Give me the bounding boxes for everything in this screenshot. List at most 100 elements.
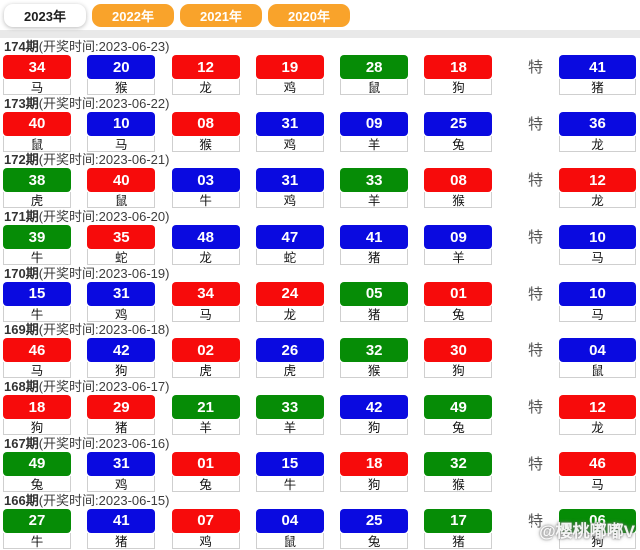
number-cell: 46 马 — [3, 338, 71, 379]
zodiac-label: 鸡 — [255, 192, 324, 209]
special-marker: 特 — [527, 115, 543, 133]
zodiac-label: 牛 — [3, 305, 71, 322]
special-marker: 特 — [527, 512, 543, 530]
draw-row-header: 168期(开奖时间:2023-06-17) — [0, 379, 640, 395]
zodiac-label: 兔 — [424, 305, 493, 322]
draw-row: 168期(开奖时间:2023-06-17) 18 狗 29 猪 21 羊 33 羊 42 狗 49 兔特… — [0, 379, 640, 436]
number-cell: 21 羊 — [171, 395, 240, 436]
tab-year-2023[interactable]: 2023年 — [4, 3, 86, 27]
zodiac-label: 鸡 — [87, 305, 156, 322]
year-tab-bar: 2023年 2022年 2021年 2020年 — [0, 0, 640, 30]
number-ball: 20 — [87, 55, 156, 79]
number-ball: 40 — [3, 111, 71, 136]
draw-time: (开奖时间:2023-06-20) — [38, 209, 170, 225]
number-cell: 02 虎 — [171, 338, 240, 379]
zodiac-label: 龙 — [255, 305, 324, 322]
number-ball: 24 — [255, 281, 324, 306]
draw-row: 172期(开奖时间:2023-06-21) 38 虎 40 鼠 03 牛 31 鸡 33 羊 08 猴 特… — [0, 152, 640, 209]
number-cell: 09 羊 — [424, 225, 493, 266]
zodiac-label: 猴 — [87, 79, 156, 95]
number-ball: 47 — [255, 225, 324, 250]
number-cells: 40 鼠 10 马 08 猴 31 鸡 09 羊 25 兔 特 36 龙 — [0, 111, 640, 152]
number-ball: 08 — [424, 168, 493, 193]
number-ball: 38 — [3, 168, 71, 193]
number-cell: 18 狗 — [340, 451, 409, 492]
zodiac-label: 狗 — [87, 362, 156, 379]
zodiac-label: 鸡 — [255, 79, 324, 95]
number-cell: 19 鸡 — [255, 55, 324, 95]
number-cell: 08 猴 — [424, 168, 493, 209]
number-cell: 28 鼠 — [340, 55, 409, 95]
special-marker: 特 — [527, 399, 543, 417]
number-cell: 31 鸡 — [87, 451, 156, 492]
special-number-cell: 04 鼠 — [559, 338, 636, 379]
number-ball: 01 — [424, 281, 493, 306]
number-cells: 49 兔 31 鸡 01 兔 15 牛 18 狗 32 猴特 46 马 — [0, 451, 640, 492]
number-ball: 48 — [171, 225, 240, 250]
number-ball: 35 — [87, 225, 156, 250]
number-ball: 25 — [424, 111, 493, 136]
special-marker: 特 — [527, 172, 543, 190]
draw-time: (开奖时间:2023-06-19) — [38, 265, 170, 281]
number-ball: 42 — [87, 338, 156, 363]
draw-row-header: 170期(开奖时间:2023-06-19) — [0, 266, 640, 282]
number-cell: 42 狗 — [340, 395, 409, 436]
number-ball: 32 — [424, 451, 493, 476]
draw-row: 166期(开奖时间:2023-06-15) 27 牛 41 猪 07 鸡 04 鼠 25 兔 17 猪特… — [0, 493, 640, 550]
draw-time: (开奖时间:2023-06-16) — [38, 435, 170, 451]
number-ball: 31 — [255, 111, 324, 136]
number-ball: 46 — [3, 338, 71, 363]
number-ball: 10 — [87, 111, 156, 136]
number-ball: 39 — [3, 225, 71, 250]
number-cell: 40 鼠 — [87, 168, 156, 209]
number-cell: 07 鸡 — [171, 508, 240, 549]
number-cell: 18 狗 — [3, 395, 71, 436]
zodiac-label: 龙 — [559, 192, 636, 209]
zodiac-label: 狗 — [559, 532, 636, 549]
number-cell: 32 猴 — [340, 338, 409, 379]
draw-time: (开奖时间:2023-06-18) — [38, 322, 170, 338]
number-cell: 17 猪 — [424, 508, 493, 549]
number-cell: 08 猴 — [171, 111, 240, 152]
number-cell: 34 马 — [3, 55, 71, 95]
number-cell: 34 马 — [171, 281, 240, 322]
number-cells: 34 马 20 猴 12 龙 19 鸡 28 鼠 18 狗 特 41 猪 — [0, 55, 640, 95]
number-ball: 34 — [171, 281, 240, 306]
zodiac-label: 猪 — [424, 532, 493, 549]
zodiac-label: 鸡 — [255, 135, 324, 152]
period-number: 172期 — [4, 152, 39, 168]
number-ball: 10 — [559, 281, 636, 306]
zodiac-label: 羊 — [171, 419, 240, 436]
draw-row: 169期(开奖时间:2023-06-18) 46 马 42 狗 02 虎 26 虎 32 猴 30 狗特… — [0, 322, 640, 379]
number-ball: 49 — [424, 395, 493, 420]
tab-year-2022[interactable]: 2022年 — [92, 3, 174, 27]
zodiac-label: 猪 — [340, 305, 409, 322]
number-cell: 01 兔 — [424, 281, 493, 322]
zodiac-label: 马 — [559, 249, 636, 266]
number-ball: 18 — [424, 55, 493, 79]
draw-time: (开奖时间:2023-06-17) — [38, 379, 170, 395]
draw-time: (开奖时间:2023-06-23) — [38, 39, 170, 54]
number-cells: 39 牛 35 蛇 48 龙 47 蛇 41 猪 09 羊特 10 马 — [0, 225, 640, 266]
number-ball: 06 — [559, 508, 636, 533]
number-ball: 12 — [171, 55, 240, 79]
number-cell: 31 鸡 — [255, 111, 324, 152]
zodiac-label: 猴 — [171, 135, 240, 152]
tab-year-2021[interactable]: 2021年 — [180, 3, 262, 27]
zodiac-label: 猪 — [87, 532, 156, 549]
zodiac-label: 马 — [87, 135, 156, 152]
number-cell: 35 蛇 — [87, 225, 156, 266]
draw-row: 173期(开奖时间:2023-06-22) 40 鼠 10 马 08 猴 31 鸡 09 羊 25 兔 特… — [0, 96, 640, 153]
special-number-cell: 10 马 — [559, 225, 636, 266]
zodiac-label: 马 — [559, 305, 636, 322]
number-ball: 09 — [340, 111, 409, 136]
number-ball: 19 — [255, 55, 324, 79]
number-ball: 10 — [559, 225, 636, 250]
tabbar-divider — [0, 30, 640, 38]
number-ball: 17 — [424, 508, 493, 533]
number-cell: 31 鸡 — [87, 281, 156, 322]
draw-row: 171期(开奖时间:2023-06-20) 39 牛 35 蛇 48 龙 47 蛇 41 猪 09 羊特… — [0, 209, 640, 266]
zodiac-label: 羊 — [255, 419, 324, 436]
tab-year-2020[interactable]: 2020年 — [268, 3, 350, 27]
number-ball: 30 — [424, 338, 493, 363]
